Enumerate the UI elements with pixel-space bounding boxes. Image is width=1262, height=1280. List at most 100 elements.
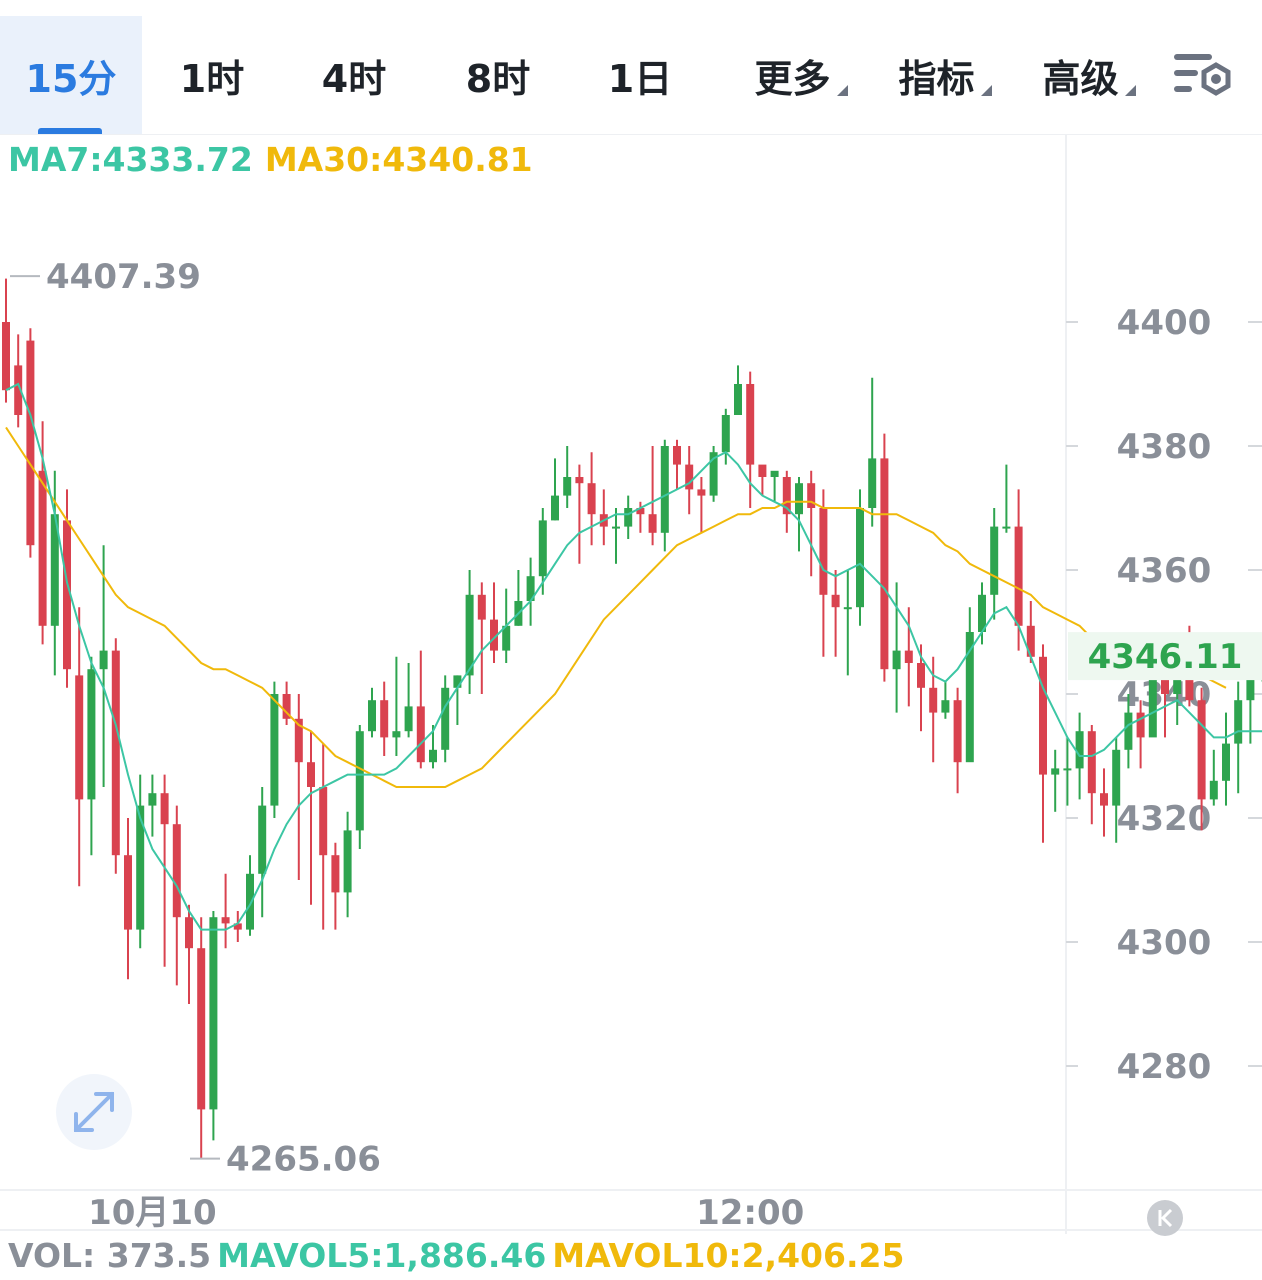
time-axis-label: 12:00 bbox=[696, 1193, 804, 1233]
candle-body bbox=[636, 508, 645, 515]
candle-body bbox=[38, 470, 47, 626]
candle-body bbox=[136, 805, 145, 930]
candle-body bbox=[892, 650, 901, 670]
dropdown-caret-icon bbox=[1124, 85, 1136, 96]
candle-body bbox=[1234, 700, 1243, 744]
candle-body bbox=[1075, 731, 1084, 769]
volume-legend: VOL: 373.5 MAVOL5:1,886.46 MAVOL10:2,406.2… bbox=[8, 1236, 910, 1275]
candle-body bbox=[355, 731, 364, 831]
candle-body bbox=[1039, 656, 1047, 775]
candle-body bbox=[929, 687, 938, 713]
candle-body bbox=[1014, 526, 1023, 626]
candle-body bbox=[660, 446, 669, 533]
candle-body bbox=[441, 687, 450, 750]
candle-body bbox=[734, 384, 742, 415]
tab-4h[interactable]: 4时 bbox=[284, 16, 424, 134]
candle-body bbox=[575, 477, 584, 484]
candle-body bbox=[75, 675, 84, 800]
candle-body bbox=[307, 762, 315, 787]
interval-tab-bar: 15分 1时 4时 8时 1日 更多 指标 高级 bbox=[0, 0, 1262, 135]
candle-body bbox=[50, 514, 59, 626]
candle-body bbox=[795, 483, 803, 515]
candle-body bbox=[111, 650, 120, 856]
candle-body bbox=[429, 749, 437, 763]
candle-body bbox=[673, 446, 681, 465]
current-price-tag bbox=[1068, 632, 1262, 681]
candle-body bbox=[1100, 793, 1108, 806]
candle-body bbox=[1112, 749, 1121, 806]
candle-body bbox=[477, 594, 486, 620]
candle-body bbox=[124, 855, 132, 930]
tab-label: 4时 bbox=[321, 56, 387, 101]
candle-body bbox=[551, 495, 559, 521]
mavol5-value: MAVOL5:1,886.46 bbox=[217, 1236, 547, 1275]
candle-body bbox=[404, 706, 413, 732]
candle-body bbox=[258, 805, 267, 874]
price-tick-label: 4360 bbox=[1117, 551, 1212, 591]
tab-label: 15分 bbox=[25, 56, 117, 101]
time-axis-label: 10月10 bbox=[88, 1193, 217, 1233]
candle-body bbox=[685, 464, 694, 490]
tab-1d[interactable]: 1日 bbox=[570, 16, 710, 134]
tab-8h[interactable]: 8时 bbox=[428, 16, 568, 134]
high-marker-label: 4407.39 bbox=[46, 257, 201, 297]
candle-body bbox=[246, 873, 254, 930]
candle-body bbox=[843, 607, 852, 610]
candle-body bbox=[1124, 712, 1133, 750]
candle-body bbox=[941, 700, 950, 713]
candlestick-chart[interactable]: 44004380436043404320430042804407.394265.… bbox=[0, 134, 1262, 1234]
candle-body bbox=[392, 731, 401, 738]
candle-body bbox=[1222, 743, 1230, 781]
candle-body bbox=[233, 923, 242, 930]
price-tick-label: 4400 bbox=[1117, 303, 1212, 343]
dropdown-caret-icon bbox=[836, 85, 848, 96]
tab-indicators-dropdown[interactable]: 指标 bbox=[880, 16, 1010, 134]
candle-body bbox=[612, 526, 620, 529]
candle-body bbox=[282, 694, 291, 719]
candle-body bbox=[1002, 526, 1011, 529]
candle-body bbox=[1087, 731, 1096, 794]
tab-more-dropdown[interactable]: 更多 bbox=[736, 16, 866, 134]
candle-body bbox=[172, 824, 181, 918]
candle-body bbox=[319, 787, 328, 856]
candle-body bbox=[197, 948, 206, 1110]
vol-value: VOL: 373.5 bbox=[8, 1236, 212, 1275]
candle-body bbox=[331, 855, 340, 893]
candle-body bbox=[1148, 656, 1157, 738]
tab-label: 更多 bbox=[754, 56, 831, 101]
low-marker-label: 4265.06 bbox=[226, 1140, 381, 1180]
current-price-label: 4346.11 bbox=[1088, 637, 1243, 677]
price-tick-label: 4320 bbox=[1117, 799, 1212, 839]
candle-body bbox=[538, 520, 547, 577]
candle-body bbox=[1246, 669, 1255, 701]
candle-body bbox=[343, 830, 352, 893]
candle-body bbox=[270, 694, 279, 806]
candle-body bbox=[721, 415, 730, 453]
candle-body bbox=[453, 675, 462, 688]
chart-settings-icon[interactable] bbox=[1172, 48, 1236, 104]
tab-label: 1时 bbox=[179, 56, 245, 101]
candle-body bbox=[465, 594, 474, 676]
candle-body bbox=[87, 669, 96, 800]
tab-1h[interactable]: 1时 bbox=[142, 16, 282, 134]
expand-icon[interactable] bbox=[56, 1074, 132, 1150]
tab-advanced-dropdown[interactable]: 高级 bbox=[1024, 16, 1154, 134]
tab-label: 1日 bbox=[607, 56, 673, 101]
tab-15m[interactable]: 15分 bbox=[0, 16, 142, 134]
candle-body bbox=[26, 340, 35, 546]
candle-body bbox=[978, 594, 986, 632]
candle-body bbox=[648, 514, 657, 533]
candle-body bbox=[221, 917, 230, 924]
candle-body bbox=[490, 619, 498, 651]
candle-body bbox=[746, 384, 755, 465]
candle-body bbox=[2, 322, 10, 391]
price-tick-label: 4380 bbox=[1117, 427, 1212, 467]
ma-legend: MA7:4333.72 MA30:4340.81 bbox=[8, 140, 545, 179]
candle-body bbox=[917, 663, 925, 688]
scroll-to-latest-icon[interactable] bbox=[1147, 1200, 1183, 1236]
tab-label: 8时 bbox=[465, 56, 531, 101]
candle-body bbox=[1136, 712, 1145, 738]
mavol10-value: MAVOL10:2,406.25 bbox=[552, 1236, 905, 1275]
price-tick-label: 4280 bbox=[1117, 1047, 1212, 1087]
candle-body bbox=[990, 526, 999, 595]
